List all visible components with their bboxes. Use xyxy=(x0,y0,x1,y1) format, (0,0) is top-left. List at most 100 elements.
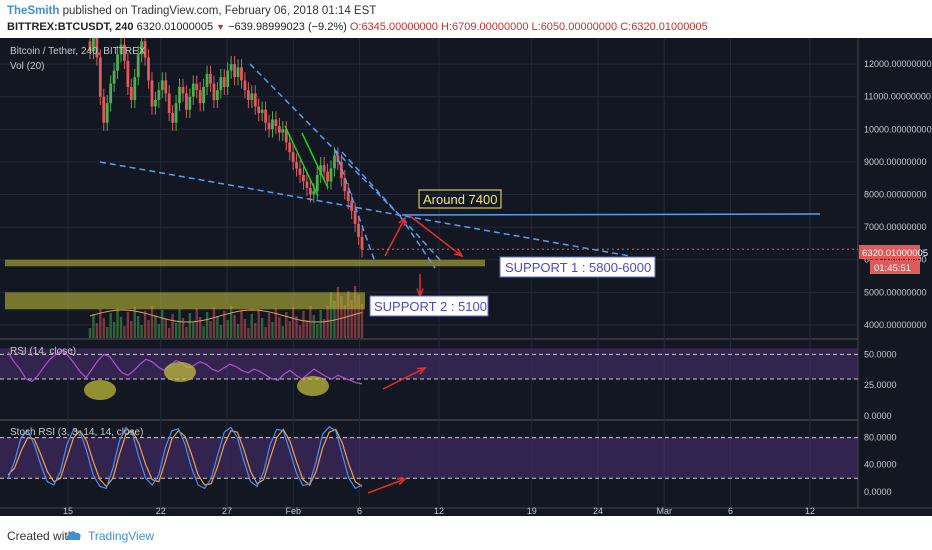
volume-bar xyxy=(154,315,157,338)
volume-bar xyxy=(288,321,291,338)
volume-bar xyxy=(302,311,305,338)
candle-body xyxy=(181,86,185,94)
around-label-box[interactable] xyxy=(418,189,502,209)
drawings xyxy=(5,63,858,494)
candle-body xyxy=(319,165,323,175)
x-tick-label: Mar xyxy=(657,506,673,516)
candle-body xyxy=(171,113,175,123)
candle-body xyxy=(264,109,267,123)
volume-bar xyxy=(150,306,154,338)
volume-bar xyxy=(278,317,281,338)
candle-body xyxy=(215,90,219,100)
wedge-line-b xyxy=(301,132,329,189)
grid xyxy=(0,38,858,508)
candle-body xyxy=(136,54,140,78)
volume-bar xyxy=(202,326,205,338)
candle-body xyxy=(126,60,130,87)
volume-bar xyxy=(254,323,257,338)
price-tick-label: 6000.00000000 xyxy=(864,255,927,265)
price-tick-label: 10000.00000000 xyxy=(864,124,932,134)
x-tick-label: 15 xyxy=(63,506,73,516)
rsi-tick-label: 50.0000 xyxy=(864,349,897,359)
volume-bar xyxy=(99,309,102,338)
volume-bar xyxy=(164,319,167,338)
candle-body xyxy=(267,122,271,130)
candle-body xyxy=(253,93,257,107)
created-with-text: Created with xyxy=(7,529,75,543)
volume-bar xyxy=(229,306,233,338)
volume-bar xyxy=(112,322,116,338)
support1-label[interactable]: SUPPORT 1 : 5800-6000 xyxy=(505,260,651,275)
volume-bar xyxy=(336,287,340,338)
volume-bar xyxy=(326,306,329,338)
x-tick-label: 6 xyxy=(357,506,362,516)
ohlc-info: BITTREX:BTCUSDT, 240 6320.01000005 ▼ −63… xyxy=(7,21,708,33)
candle-body xyxy=(308,188,312,195)
volume-bar xyxy=(240,310,243,338)
chart-svg[interactable]: 15 22 27 Feb 6 12 19 24 Mar 6 12 4000.00000000 5000.… xyxy=(0,3,932,516)
candle-body xyxy=(105,103,109,123)
around-label[interactable]: Around 7400 xyxy=(423,192,497,207)
volume-bar xyxy=(157,324,161,338)
candle-body xyxy=(178,86,181,104)
x-tick-label: 19 xyxy=(527,506,537,516)
x-tick-label: 22 xyxy=(156,506,166,516)
volume-bar xyxy=(174,323,178,338)
support2-label-box[interactable] xyxy=(369,295,489,317)
candle-body xyxy=(129,86,133,100)
candle-body xyxy=(240,67,243,81)
candle-body xyxy=(312,191,316,195)
volume-bar xyxy=(267,313,271,338)
volume-bar xyxy=(236,324,240,338)
volume-bar xyxy=(316,324,319,338)
candle-body xyxy=(229,64,233,71)
volume-bar xyxy=(130,321,133,338)
candle-body xyxy=(160,80,164,91)
volume-bar xyxy=(312,315,315,338)
high-value: H:6709.00000000 xyxy=(440,21,529,33)
candle-body xyxy=(212,83,216,100)
author-link[interactable]: TheSmith xyxy=(7,5,60,17)
volume-bar xyxy=(167,328,171,338)
low-value: L:6050.00000000 xyxy=(531,21,618,33)
support2-label[interactable]: SUPPORT 2 : 5100 xyxy=(374,299,487,314)
candle-body xyxy=(102,96,106,123)
candle-body xyxy=(195,83,199,91)
support1-zone xyxy=(5,259,485,267)
volume-bar xyxy=(88,328,92,338)
candle-body xyxy=(167,93,171,113)
volume-bar xyxy=(343,305,346,338)
price-tick-label: 11000.00000000 xyxy=(864,92,931,102)
candle-body xyxy=(339,161,343,179)
tradingview-cloud-icon[interactable] xyxy=(66,528,82,542)
x-tick-label: 12 xyxy=(805,506,815,516)
candle-body xyxy=(198,90,202,104)
candle-body xyxy=(281,129,285,133)
volume-bar xyxy=(147,320,150,338)
support1-label-box[interactable] xyxy=(499,256,656,278)
volume-bar xyxy=(205,312,209,338)
price-tick-label: 7000.00000000 xyxy=(864,222,927,232)
price-tick-label: 12000.00000000 xyxy=(864,59,932,69)
countdown-tag xyxy=(870,260,920,274)
x-tick-label: 24 xyxy=(593,506,603,516)
x-tick-label: Feb xyxy=(285,506,301,516)
volume-bar xyxy=(106,327,109,338)
chart-area[interactable]: 15 22 27 Feb 6 12 19 24 Mar 6 12 4000.00000000 5000.… xyxy=(0,3,932,516)
stoch-tick-label: 0.0000 xyxy=(864,487,892,497)
price-pane[interactable] xyxy=(0,38,858,338)
volume-bar xyxy=(102,318,105,338)
price-change: −639.98999023 (−9.2%) xyxy=(228,21,347,33)
tradingview-link[interactable]: TradingView xyxy=(88,529,155,543)
volume-bar xyxy=(212,307,216,338)
volume-bar xyxy=(285,312,288,338)
volume-bar xyxy=(185,327,188,338)
rsi-oversold-ellipse xyxy=(297,376,329,396)
publish-info: TheSmith published on TradingView.com, F… xyxy=(7,5,376,17)
volume-bar xyxy=(322,319,326,338)
stoch-rsi-indicator xyxy=(0,425,858,490)
rsi-tick-label: 0.0000 xyxy=(864,411,892,421)
volume-bar xyxy=(171,314,174,338)
arrow-rsi-up xyxy=(382,367,426,390)
countdown-tag-text: 01:45:51 xyxy=(874,263,911,274)
